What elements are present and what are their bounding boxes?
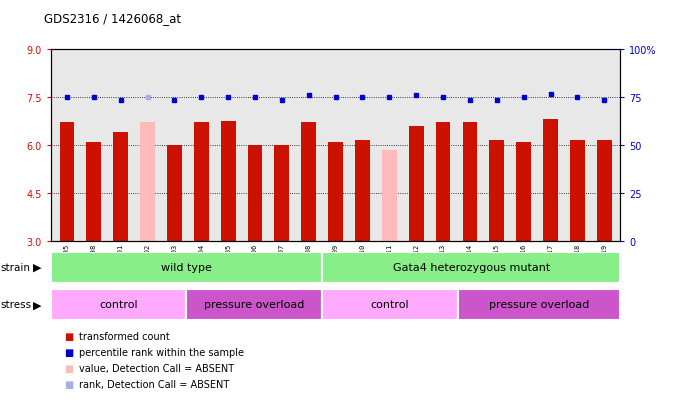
Text: pressure overload: pressure overload bbox=[489, 299, 589, 310]
Bar bbox=[275, 146, 290, 242]
Text: ■: ■ bbox=[64, 347, 74, 357]
Bar bbox=[60, 123, 75, 242]
Text: ▶: ▶ bbox=[33, 299, 41, 310]
Bar bbox=[382, 150, 397, 242]
Text: control: control bbox=[100, 299, 138, 310]
Text: strain: strain bbox=[0, 262, 30, 273]
Text: transformed count: transformed count bbox=[79, 332, 170, 342]
Bar bbox=[409, 126, 424, 242]
Bar bbox=[516, 142, 531, 242]
Text: percentile rank within the sample: percentile rank within the sample bbox=[79, 347, 244, 357]
Bar bbox=[301, 123, 316, 242]
Text: ▶: ▶ bbox=[33, 262, 41, 273]
Bar bbox=[86, 142, 101, 242]
Bar bbox=[355, 141, 370, 242]
Bar bbox=[51, 289, 186, 320]
Bar bbox=[186, 289, 322, 320]
Text: ■: ■ bbox=[64, 363, 74, 373]
Bar bbox=[436, 123, 450, 242]
Bar bbox=[570, 141, 584, 242]
Bar bbox=[113, 133, 128, 242]
Bar bbox=[458, 289, 620, 320]
Text: stress: stress bbox=[0, 299, 31, 310]
Bar bbox=[140, 123, 155, 242]
Bar bbox=[328, 142, 343, 242]
Bar bbox=[167, 146, 182, 242]
Bar bbox=[194, 123, 209, 242]
Bar bbox=[543, 120, 558, 242]
Bar bbox=[462, 123, 477, 242]
Text: ■: ■ bbox=[64, 332, 74, 342]
Bar bbox=[322, 289, 458, 320]
Text: wild type: wild type bbox=[161, 262, 212, 273]
Bar bbox=[322, 252, 620, 283]
Text: value, Detection Call = ABSENT: value, Detection Call = ABSENT bbox=[79, 363, 235, 373]
Bar bbox=[597, 141, 612, 242]
Text: GDS2316 / 1426068_at: GDS2316 / 1426068_at bbox=[44, 12, 181, 25]
Bar bbox=[247, 146, 262, 242]
Bar bbox=[221, 121, 235, 242]
Text: Gata4 heterozygous mutant: Gata4 heterozygous mutant bbox=[393, 262, 550, 273]
Text: ■: ■ bbox=[64, 379, 74, 389]
Text: control: control bbox=[371, 299, 409, 310]
Text: pressure overload: pressure overload bbox=[204, 299, 304, 310]
Bar bbox=[51, 252, 322, 283]
Bar bbox=[490, 141, 504, 242]
Text: rank, Detection Call = ABSENT: rank, Detection Call = ABSENT bbox=[79, 379, 230, 389]
